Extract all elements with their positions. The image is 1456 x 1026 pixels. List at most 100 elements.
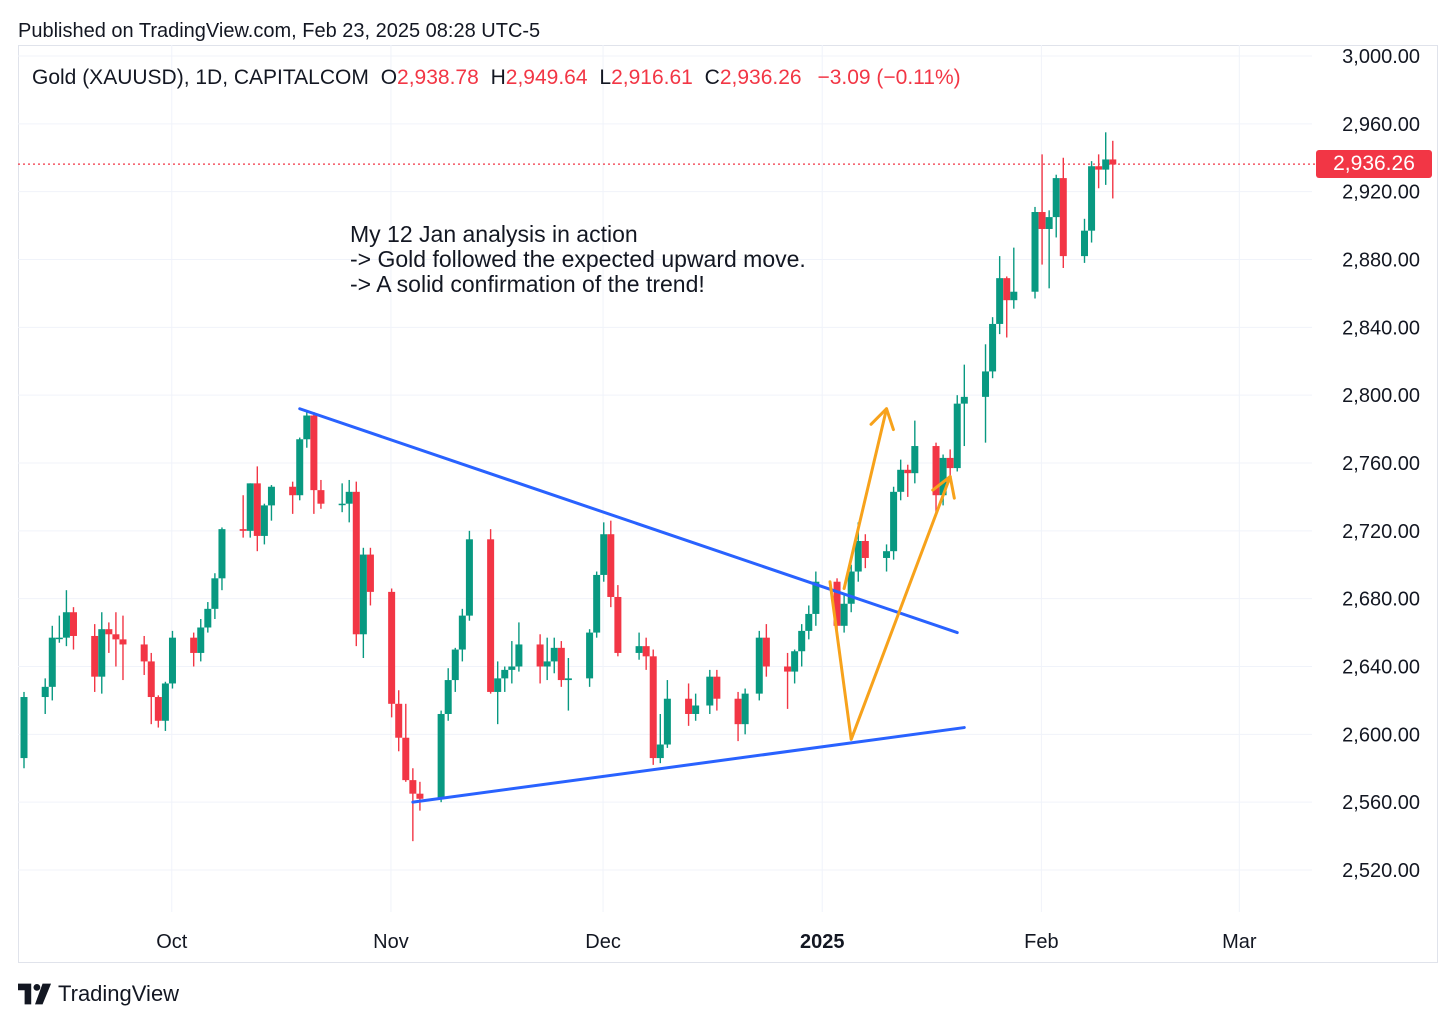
candle-body [289, 486, 297, 496]
candle-up [48, 625, 56, 701]
candle-body [55, 637, 63, 640]
price-tick-label: 2,880.00 [1342, 250, 1420, 272]
candle-up [246, 483, 254, 538]
candle-body [996, 278, 1004, 324]
candle-body [890, 491, 898, 552]
candle-down [861, 534, 869, 569]
candle-body [798, 630, 806, 652]
candle-up [812, 571, 820, 626]
candle-up [218, 527, 226, 591]
candle-body [458, 615, 466, 650]
time-axis: Oct Nov Dec 2025 Feb Mar [156, 931, 1257, 953]
projection-arrows [828, 407, 956, 741]
candle-body [1102, 159, 1110, 170]
candle-up [586, 629, 594, 687]
candle-body [197, 627, 205, 653]
candle-up [791, 649, 799, 684]
price-tick-label: 2,920.00 [1342, 182, 1420, 204]
candle-body [211, 578, 219, 609]
candle-up [197, 619, 205, 662]
candle-up [1010, 247, 1018, 309]
candle-body [62, 612, 70, 638]
candle-down [112, 612, 120, 667]
time-tick-label: 2025 [800, 931, 845, 953]
trendlines [298, 407, 966, 804]
candle-down [388, 588, 396, 718]
candle-body [395, 703, 403, 738]
candle-body [451, 649, 459, 681]
change-value: −3.09 (−0.11%) [817, 66, 961, 89]
candle-down [487, 529, 495, 694]
candle-up [960, 364, 968, 447]
candle-down [154, 695, 162, 728]
candle-down [190, 632, 198, 667]
candle-body [20, 697, 28, 759]
open-value: 2,938.78 [397, 66, 479, 89]
candle-body [932, 446, 940, 496]
candle-up [593, 571, 601, 638]
candle-body [402, 737, 410, 781]
candle-body [246, 483, 254, 531]
candle-body [112, 634, 120, 640]
candle-up [798, 624, 806, 667]
trendline-lower [411, 726, 966, 804]
candle-body [741, 693, 749, 725]
candle-down [147, 652, 155, 725]
candle-body [352, 491, 360, 635]
candle-body [946, 457, 954, 469]
candle-body [911, 446, 919, 474]
candle-down [352, 481, 360, 647]
candle-body [366, 554, 374, 592]
analysis-line-1: My 12 Jan analysis in action [350, 221, 638, 247]
high-key: H [490, 66, 506, 89]
candle-up [600, 522, 608, 582]
candle-body [883, 551, 891, 558]
candle-up [1045, 210, 1053, 289]
candle-body [359, 554, 367, 635]
projection-arrow-head [931, 475, 956, 500]
high-value: 2,949.64 [505, 66, 588, 89]
analysis-line-2: -> Gold followed the expected upward mov… [350, 246, 806, 272]
price-tick-label: 2,560.00 [1342, 792, 1420, 814]
price-tick-label: 2,680.00 [1342, 589, 1420, 611]
candle-body [190, 637, 198, 653]
candle-body [1095, 166, 1103, 170]
candle-down [713, 669, 721, 711]
candle-up [41, 678, 49, 714]
candle-up [62, 590, 70, 647]
footer-branding: TradingView [18, 981, 179, 1007]
price-tick-label: 2,520.00 [1342, 860, 1420, 882]
candle-down [1095, 154, 1103, 189]
candle-down [614, 585, 622, 657]
candle-body [607, 534, 615, 597]
candle-down [1038, 154, 1046, 265]
time-tick-label: Mar [1222, 931, 1257, 953]
candle-body [564, 678, 572, 681]
candle-up [1081, 218, 1088, 263]
candle-up [1052, 174, 1060, 238]
candle-down [946, 449, 954, 477]
candle-body [557, 647, 565, 681]
candle-up [663, 680, 671, 748]
price-tick-label: 2,600.00 [1342, 724, 1420, 746]
candle-body [161, 683, 169, 721]
candle-up [211, 573, 219, 620]
candle-body [982, 371, 990, 397]
brand-name: TradingView [58, 981, 180, 1006]
last-price-tag: 2,936.26 [1316, 150, 1432, 178]
candle-up [741, 688, 749, 735]
candle-body [267, 486, 275, 506]
candle-body [147, 661, 155, 698]
candle-up [345, 479, 353, 523]
candle-body [989, 323, 997, 372]
candle-body [586, 632, 594, 679]
candle-up [267, 485, 275, 521]
analysis-line-3: -> A solid confirmation of the trend! [350, 271, 705, 297]
candle-body [536, 644, 544, 667]
candle-down [310, 412, 318, 514]
candle-body [734, 698, 742, 725]
candle-up [260, 503, 268, 545]
candle-body [98, 629, 106, 677]
candle-body [904, 469, 912, 474]
